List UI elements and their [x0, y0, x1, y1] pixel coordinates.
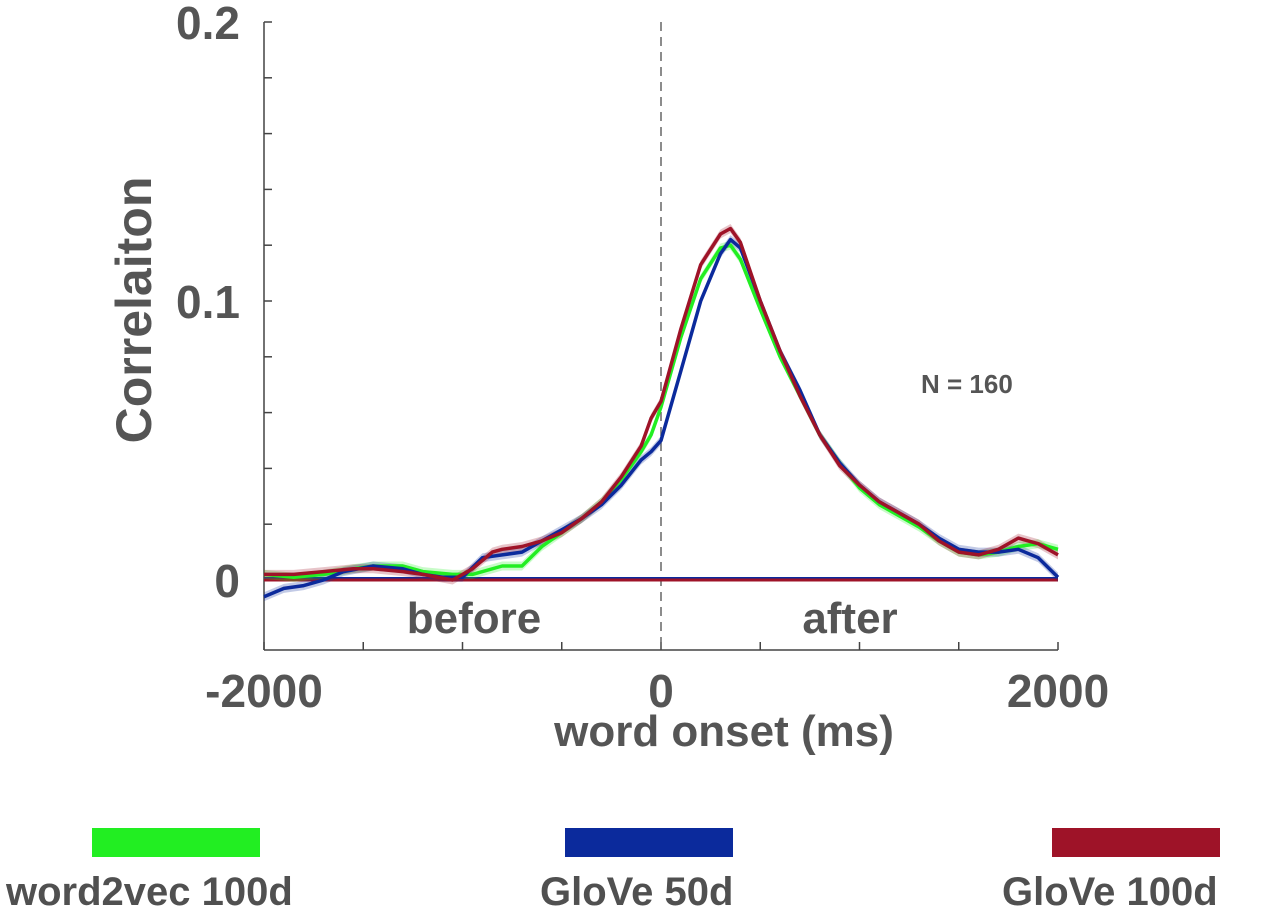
- annotation-before: before: [407, 594, 541, 643]
- axes: [263, 21, 1059, 651]
- y-tick-label-1: 0.1: [176, 276, 240, 328]
- y-tick-label-2: 0.2: [176, 0, 240, 49]
- correlation-line-chart: 0 0.1 0.2 -2000 0 2000 Correlaiton word onset…: [106, 0, 1109, 756]
- line-series-2: [264, 226, 1059, 582]
- y-tick-label-0: 0: [214, 555, 240, 607]
- x-tick-label-2: 2000: [1007, 665, 1109, 717]
- legend-label-glove50: GloVe 50d: [540, 870, 734, 914]
- legend-label-word2vec: word2vec 100d: [6, 870, 293, 914]
- legend-label-glove100: GloVe 100d: [1002, 870, 1218, 914]
- x-tick-label-0: -2000: [205, 665, 323, 717]
- annotation-sample-size: N = 160: [921, 369, 1013, 399]
- legend-swatch-glove100: [1052, 828, 1220, 857]
- y-axis-label: Correlaiton: [106, 177, 162, 444]
- tick-labels: 0 0.1 0.2 -2000 0 2000: [176, 0, 1109, 717]
- x-axis-label: word onset (ms): [553, 707, 894, 756]
- legend-swatch-word2vec: [92, 828, 260, 857]
- x-tick-label-1: 0: [648, 665, 674, 717]
- series-lines: [263, 226, 1060, 599]
- annotation-after: after: [802, 594, 897, 643]
- baselines: [264, 577, 1058, 582]
- legend-swatch-glove50: [565, 828, 733, 857]
